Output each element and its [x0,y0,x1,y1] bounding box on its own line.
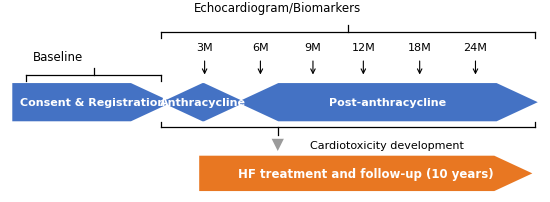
Text: 6M: 6M [252,43,269,53]
Text: Echocardiogram/Biomarkers: Echocardiogram/Biomarkers [194,2,361,15]
Polygon shape [12,84,172,122]
Polygon shape [199,156,532,191]
Text: 18M: 18M [408,43,432,53]
Text: Anthracycline: Anthracycline [160,98,246,108]
Text: Post-anthracycline: Post-anthracycline [329,98,446,108]
Text: HF treatment and follow-up (10 years): HF treatment and follow-up (10 years) [238,167,493,180]
Polygon shape [237,84,538,122]
Text: 9M: 9M [305,43,321,53]
Text: Consent & Registration: Consent & Registration [20,98,165,108]
Text: 3M: 3M [196,43,213,53]
Text: 24M: 24M [464,43,487,53]
Text: Cardiotoxicity development: Cardiotoxicity development [310,140,464,150]
Text: 12M: 12M [351,43,375,53]
Polygon shape [161,84,245,122]
Text: Baseline: Baseline [33,51,84,64]
